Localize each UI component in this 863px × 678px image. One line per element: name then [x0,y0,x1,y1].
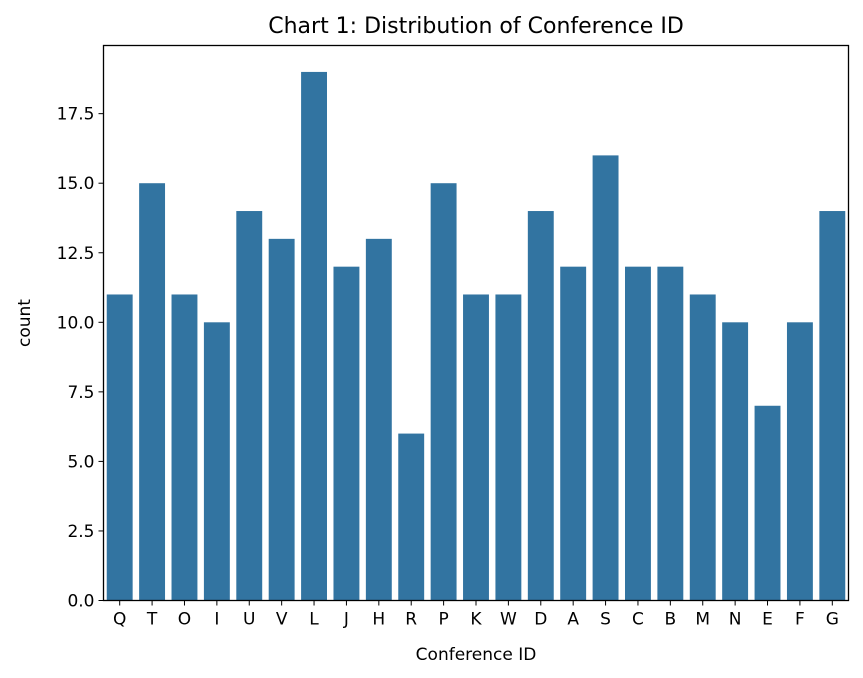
bar-M [689,294,716,601]
x-tick-label-L: L [309,610,319,630]
bar-E [754,405,781,601]
x-tick-label-F: F [795,610,805,630]
x-tick-label-T: T [146,610,158,630]
bar-R [398,433,425,601]
x-tick-label-S: S [600,610,611,630]
chart-title: Chart 1: Distribution of Conference ID [268,14,684,39]
bar-B [657,266,684,601]
bar-K [463,294,489,601]
plot-frame [102,44,850,602]
bar-J [333,266,360,601]
bar-N [722,322,749,601]
bar-A [560,266,587,601]
y-tick-label: 10.0 [57,313,95,333]
y-tick-label: 17.5 [57,105,95,125]
y-tick-label: 7.5 [67,383,94,403]
bar-G [819,211,846,601]
x-tick-label-E: E [762,610,773,630]
x-tick-label-W: W [500,610,517,630]
y-tick-label: 15.0 [57,174,95,194]
x-tick-label-M: M [695,610,710,630]
x-tick-label-A: A [567,610,579,630]
y-tick-label: 5.0 [67,452,94,472]
x-tick-label-V: V [276,610,288,630]
y-axis: 0.0 2.5 5.0 7.5 10.0 12.5 15.0 17.5 [57,105,104,612]
bar-P [430,183,457,601]
bar-L [301,71,327,601]
bar-D [527,211,554,601]
y-axis-label: count [15,299,35,347]
y-tick-label: 2.5 [67,522,94,542]
bar-Q [106,294,133,601]
x-tick-label-U: U [243,610,255,630]
x-tick-label-G: G [826,610,839,630]
bar-O [171,294,198,601]
bar-V [268,238,295,601]
x-tick-label-I: I [214,610,219,630]
x-tick-label-R: R [405,610,417,630]
x-axis-label: Conference ID [416,645,537,665]
y-tick-label: 0.0 [67,592,94,612]
bar-S [592,155,619,601]
bar-I [203,322,230,601]
bars-group [106,71,846,601]
x-tick-label-P: P [438,610,448,630]
x-tick-label-J: J [343,610,349,630]
y-tick-label: 12.5 [57,244,95,264]
x-tick-label-O: O [178,610,191,630]
x-tick-label-C: C [632,610,644,630]
x-tick-label-H: H [372,610,385,630]
x-tick-label-Q: Q [113,610,126,630]
x-tick-label-N: N [729,610,742,630]
bar-T [139,183,166,601]
x-tick-label-B: B [665,610,677,630]
bar-C [625,266,651,601]
bar-F [786,322,813,601]
bar-U [236,211,263,601]
bar-W [495,294,522,601]
x-tick-label-D: D [534,610,547,630]
x-tick-label-K: K [470,610,482,630]
bar-H [365,238,392,601]
